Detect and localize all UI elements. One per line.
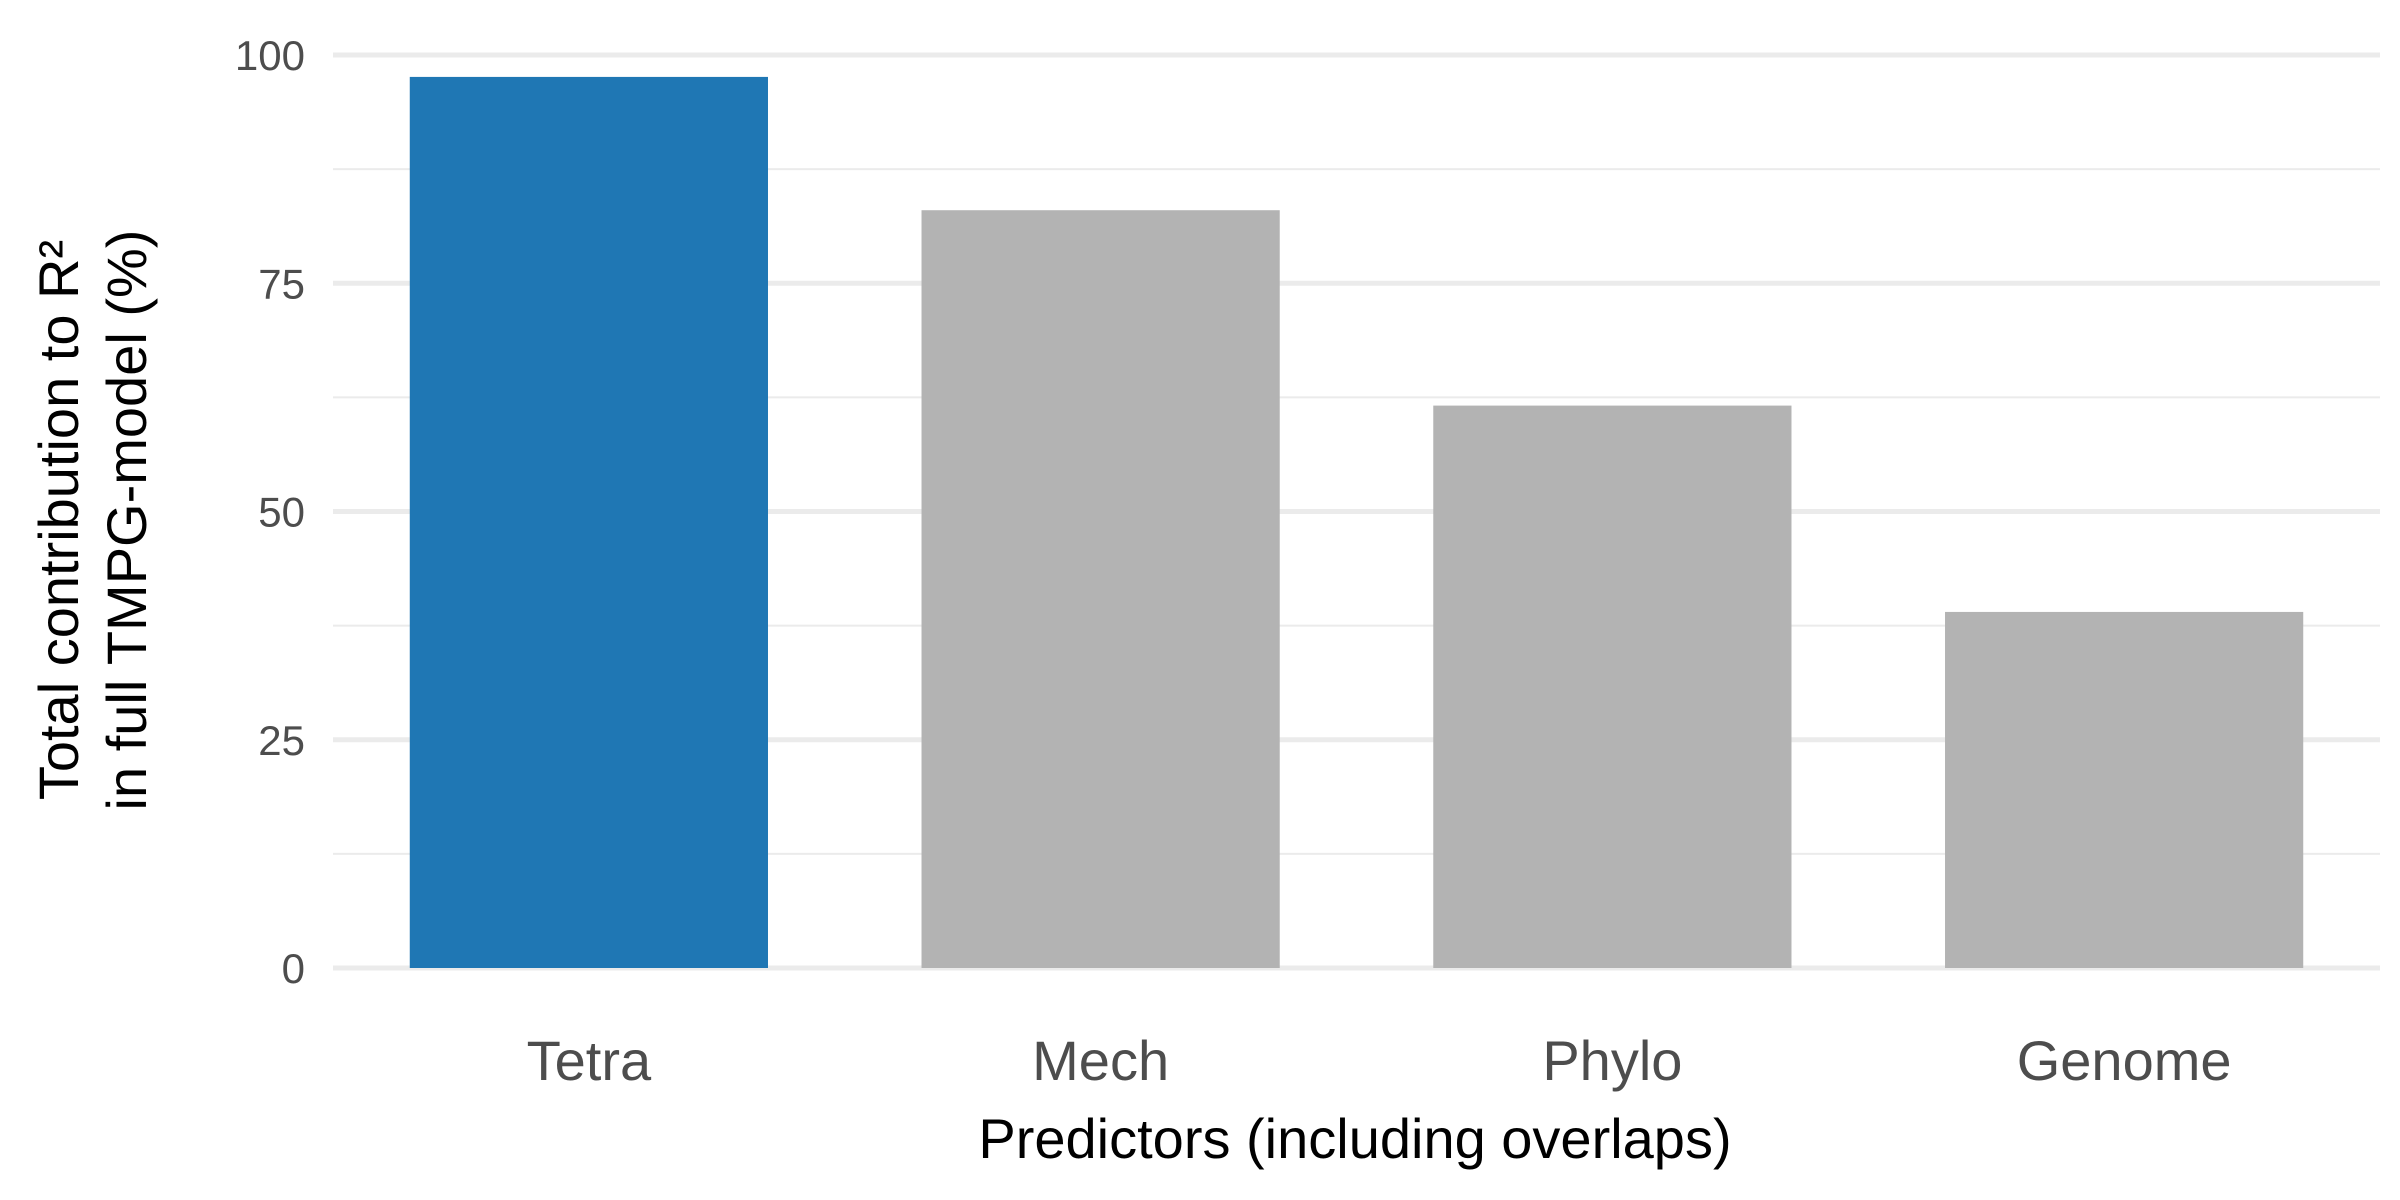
x-tick-label-phylo: Phylo xyxy=(1542,1029,1682,1092)
y-tick-label: 100 xyxy=(235,32,305,79)
y-axis-ticks: 0 25 50 75 100 xyxy=(235,32,305,992)
x-axis-title: Predictors (including overlaps) xyxy=(978,1107,1731,1170)
y-tick-label: 75 xyxy=(258,260,305,307)
x-tick-label-tetra: Tetra xyxy=(527,1029,652,1092)
bar-phylo xyxy=(1433,405,1792,968)
bar-genome xyxy=(1945,611,2304,968)
y-tick-label: 50 xyxy=(258,489,305,536)
y-axis-title-line-1: Total contribution to R² xyxy=(27,240,90,800)
x-tick-label-genome: Genome xyxy=(2017,1029,2232,1092)
bars xyxy=(409,76,2304,969)
y-tick-label: 25 xyxy=(258,717,305,764)
y-axis-title-line-2: in full TMPG-model (%) xyxy=(95,230,158,811)
x-tick-label-mech: Mech xyxy=(1032,1029,1169,1092)
x-axis-ticks: Tetra Mech Phylo Genome xyxy=(527,1029,2232,1092)
y-axis-title: Total contribution to R² in full TMPG-mo… xyxy=(27,230,158,811)
y-tick-label: 0 xyxy=(282,945,305,992)
bar-mech xyxy=(921,210,1280,968)
bar-tetra xyxy=(409,76,768,969)
